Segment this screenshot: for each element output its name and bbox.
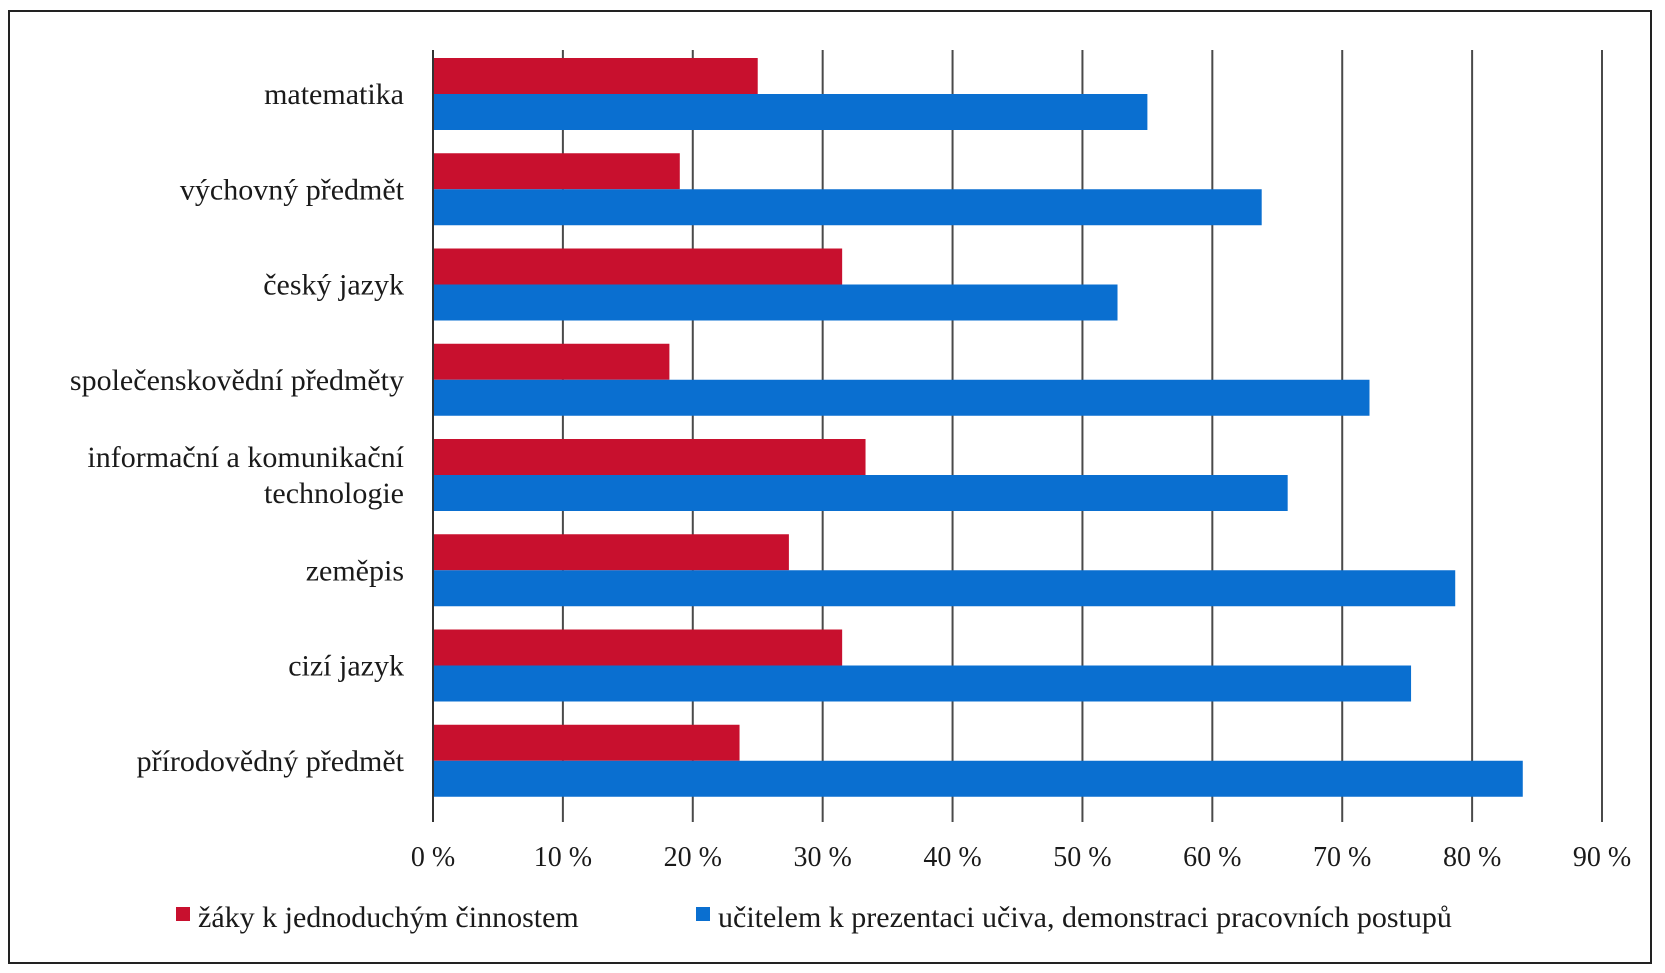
legend-label-red: žáky k jednoduchým činnostem	[198, 901, 579, 934]
x-tick-label-9: 90 %	[1573, 842, 1631, 873]
category-label-3: společenskovědní předměty	[70, 364, 404, 397]
bar-red-7	[433, 724, 740, 761]
category-label-2: český jazyk	[263, 269, 404, 302]
bar-blue-7	[433, 760, 1523, 797]
legend-swatch-blue	[696, 907, 710, 921]
bar-red-0	[433, 58, 758, 94]
bar-blue-6	[433, 665, 1412, 702]
category-label-6: cizí jazyk	[288, 650, 404, 683]
bar-blue-3	[433, 379, 1370, 416]
bar-red-4	[433, 439, 866, 475]
bar-blue-4	[433, 475, 1288, 511]
x-tick-label-6: 60 %	[1183, 842, 1241, 873]
bar-blue-2	[433, 284, 1118, 321]
category-label-4-line-1: technologie	[264, 477, 404, 510]
x-tick-label-1: 10 %	[534, 842, 592, 873]
bar-blue-0	[433, 94, 1148, 130]
category-label-0: matematika	[264, 78, 404, 111]
x-tick-label-5: 50 %	[1053, 842, 1111, 873]
bar-red-2	[433, 248, 843, 285]
x-tick-label-8: 80 %	[1443, 842, 1501, 873]
bar-red-5	[433, 534, 789, 571]
bar-blue-1	[433, 189, 1262, 226]
bar-red-1	[433, 153, 680, 190]
category-label-4-line-0: informační a komunikační	[87, 441, 404, 474]
legend-label-blue: učitelem k prezentaci učiva, demonstraci…	[718, 901, 1452, 934]
legend-swatch-red	[176, 907, 190, 921]
category-label-7: přírodovědný předmět	[137, 745, 405, 778]
x-tick-label-3: 30 %	[794, 842, 852, 873]
x-tick-label-0: 0 %	[411, 842, 455, 873]
category-label-5: zeměpis	[306, 554, 404, 587]
category-label-1: výchovný předmět	[180, 173, 405, 206]
x-tick-label-2: 20 %	[664, 842, 722, 873]
bar-red-3	[433, 343, 670, 380]
bar-blue-5	[433, 570, 1456, 607]
bar-red-6	[433, 629, 843, 666]
x-tick-label-4: 40 %	[923, 842, 981, 873]
x-tick-label-7: 70 %	[1313, 842, 1371, 873]
